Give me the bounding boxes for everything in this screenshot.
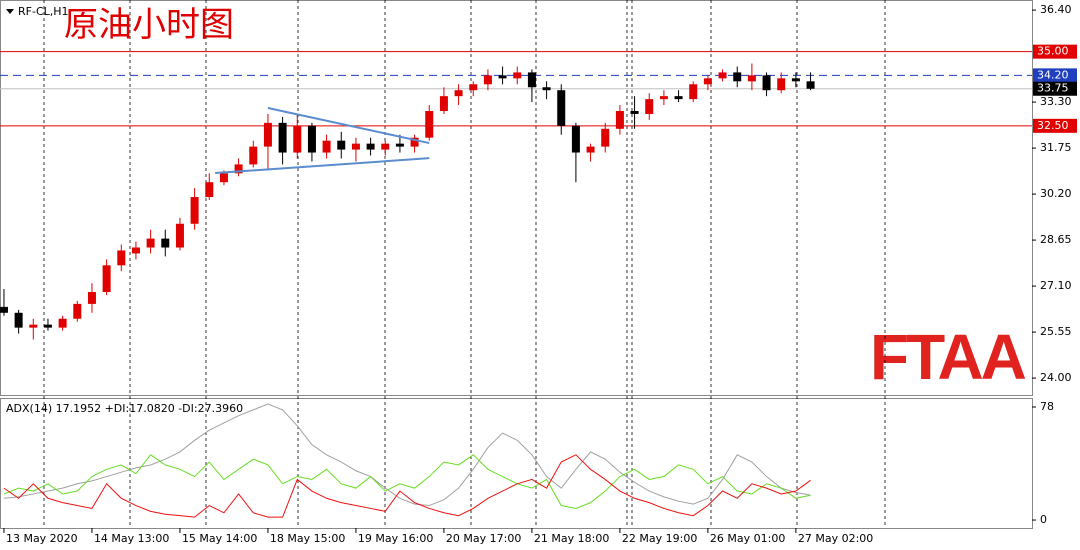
candle-body bbox=[542, 87, 551, 91]
candle-body bbox=[131, 247, 140, 254]
candle-body bbox=[557, 90, 566, 126]
candle-body bbox=[762, 75, 771, 91]
candle-body bbox=[366, 143, 375, 150]
x-tick-label: 26 May 01:00 bbox=[710, 532, 785, 545]
candle-body bbox=[645, 99, 654, 114]
y-tick-label: 0 bbox=[1040, 513, 1047, 526]
chart-title: 原油小时图 bbox=[64, 6, 234, 44]
candle-body bbox=[146, 238, 155, 248]
candle-body bbox=[469, 84, 478, 91]
candle-body bbox=[102, 265, 111, 293]
candle-body bbox=[806, 81, 815, 89]
candle-body bbox=[513, 72, 522, 79]
candle-body bbox=[439, 96, 448, 111]
candle-body bbox=[733, 72, 742, 82]
candle-body bbox=[307, 125, 316, 153]
candle-body bbox=[615, 110, 624, 129]
symbol-arrow bbox=[6, 9, 14, 14]
level-label: 35.00 bbox=[1037, 45, 1069, 58]
y-tick-label: 28.65 bbox=[1040, 233, 1072, 246]
symbol: RF-CL,H1 bbox=[18, 5, 69, 18]
y-tick-label: 30.20 bbox=[1040, 187, 1072, 200]
candle-body bbox=[219, 173, 228, 183]
y-tick-label: 27.10 bbox=[1040, 279, 1072, 292]
x-tick-label: 20 May 17:00 bbox=[446, 532, 521, 545]
candle-body bbox=[601, 128, 610, 147]
x-tick-label: 27 May 02:00 bbox=[798, 532, 873, 545]
candle-body bbox=[117, 250, 126, 266]
x-tick-label: 22 May 19:00 bbox=[622, 532, 697, 545]
adx-title: ADX(14) 17.1952 +DI:17.0820 -DI:27.3960 bbox=[6, 402, 243, 415]
candle-body bbox=[278, 122, 287, 153]
x-tick-label: 21 May 18:00 bbox=[534, 532, 609, 545]
candle-body bbox=[205, 182, 214, 198]
candle-body bbox=[249, 146, 258, 165]
trendline bbox=[215, 157, 430, 175]
adx-panel bbox=[0, 398, 1033, 529]
candle-body bbox=[381, 143, 390, 150]
indicator-line bbox=[3, 403, 811, 507]
candle-body bbox=[689, 84, 698, 100]
level-label-bg bbox=[1033, 81, 1077, 96]
level-label-bg bbox=[1033, 44, 1077, 59]
y-tick-label: 78 bbox=[1040, 400, 1054, 413]
candle-body bbox=[175, 223, 184, 248]
level-label: 32.50 bbox=[1037, 119, 1069, 132]
candle-body bbox=[747, 75, 756, 82]
x-tick-label: 18 May 15:00 bbox=[270, 532, 345, 545]
candle-body bbox=[586, 146, 595, 153]
y-tick-label: 25.55 bbox=[1040, 325, 1072, 338]
candle-body bbox=[718, 72, 727, 79]
candle-body bbox=[483, 75, 492, 85]
price-panel bbox=[0, 0, 1033, 396]
x-tick-label: 13 May 2020 bbox=[6, 532, 78, 545]
candle-body bbox=[337, 140, 346, 150]
candle-body bbox=[14, 312, 23, 328]
candle-body bbox=[527, 72, 536, 88]
candle-body bbox=[351, 143, 360, 150]
candle-body bbox=[58, 318, 67, 328]
candle-body bbox=[0, 306, 8, 313]
level-label: 33.75 bbox=[1037, 82, 1069, 95]
candle-body bbox=[43, 324, 52, 328]
trendline bbox=[267, 107, 430, 145]
candle-body bbox=[791, 78, 800, 82]
indicator-line bbox=[3, 454, 811, 518]
candle-body bbox=[87, 292, 96, 304]
y-tick-label: 36.40 bbox=[1040, 3, 1072, 16]
candle-body bbox=[73, 303, 82, 319]
candle-body bbox=[29, 324, 38, 328]
x-tick-label: 19 May 16:00 bbox=[358, 532, 433, 545]
level-label-bg bbox=[1033, 118, 1077, 133]
candle-body bbox=[161, 238, 170, 248]
candle-body bbox=[777, 78, 786, 91]
x-tick-label: 14 May 13:00 bbox=[94, 532, 169, 545]
level-label-bg bbox=[1033, 68, 1077, 83]
logo: FTAA bbox=[870, 321, 1026, 393]
candle-body bbox=[190, 197, 199, 224]
candle-body bbox=[659, 96, 668, 100]
candle-body bbox=[395, 143, 404, 147]
candle-body bbox=[234, 164, 243, 174]
candle-body bbox=[703, 78, 712, 85]
y-tick-label: 24.00 bbox=[1040, 371, 1072, 384]
indicator-line bbox=[3, 454, 811, 509]
candle-body bbox=[410, 137, 419, 147]
candle-body bbox=[674, 96, 683, 100]
y-tick-label: 31.75 bbox=[1040, 141, 1072, 154]
y-tick-label: 33.30 bbox=[1040, 95, 1072, 108]
candle-body bbox=[571, 125, 580, 153]
candle-body bbox=[293, 125, 302, 153]
candle-body bbox=[454, 90, 463, 97]
candle-body bbox=[322, 140, 331, 153]
x-tick-label: 15 May 14:00 bbox=[182, 532, 257, 545]
candle-body bbox=[498, 75, 507, 79]
candle-body bbox=[630, 110, 639, 114]
candle-body bbox=[425, 110, 434, 138]
level-label: 34.20 bbox=[1037, 68, 1069, 81]
candle-body bbox=[263, 122, 272, 147]
